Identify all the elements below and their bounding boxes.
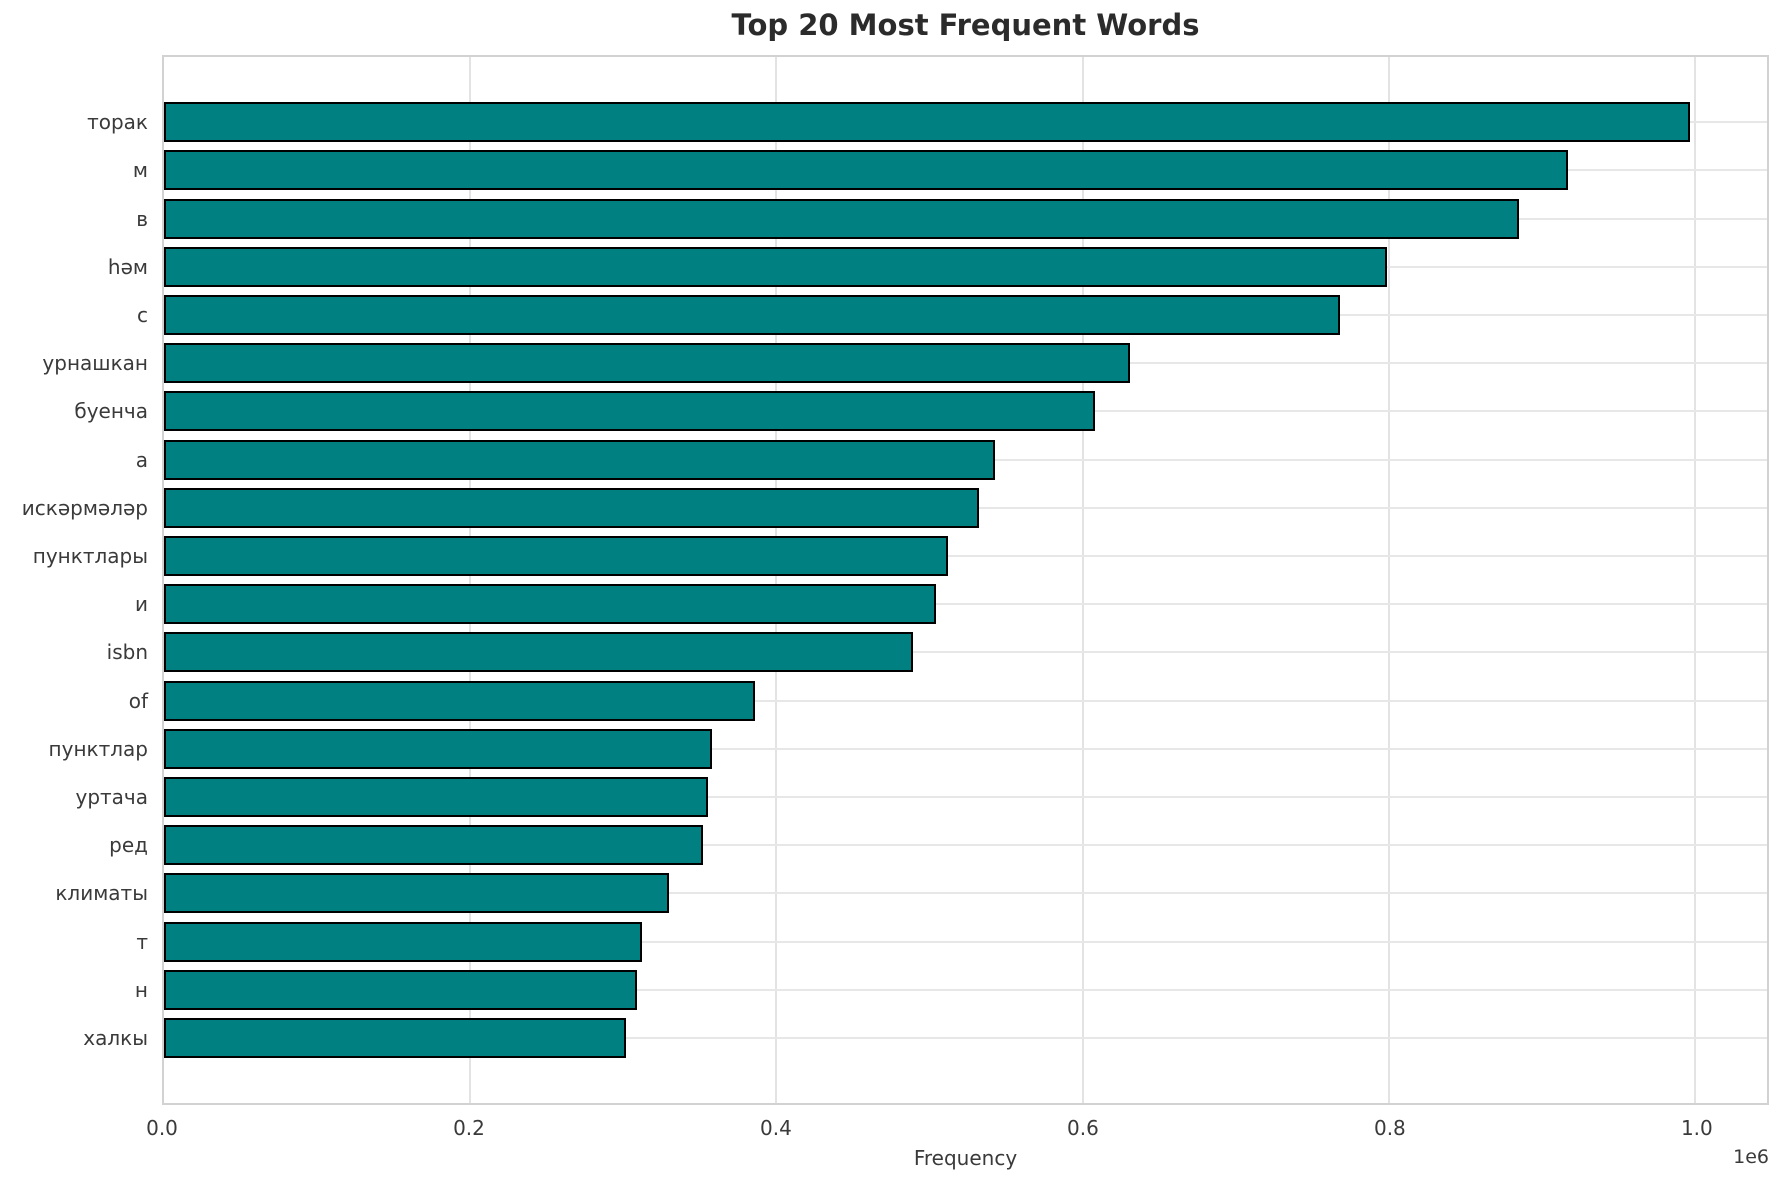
vertical-gridline <box>1387 57 1390 1103</box>
axis-offset-text: 1e6 <box>1733 1146 1769 1168</box>
horizontal-gridline <box>164 603 1767 606</box>
y-tick-label: т <box>136 929 148 954</box>
x-tick-label: 1.0 <box>1680 1116 1713 1140</box>
chart-title: Top 20 Most Frequent Words <box>731 8 1200 42</box>
bar <box>164 102 1691 143</box>
vertical-gridline <box>469 57 472 1103</box>
bar <box>164 680 755 721</box>
x-tick-label: 0.6 <box>1067 1116 1099 1140</box>
horizontal-gridline <box>164 795 1767 798</box>
y-tick-label: халкы <box>83 1025 148 1050</box>
bar <box>164 198 1519 239</box>
bar <box>164 294 1340 335</box>
vertical-gridline <box>775 57 778 1103</box>
bar <box>164 391 1095 432</box>
y-axis-labels: торак м в һәм с урнашкан буенча а искәрмәләр пунк… <box>0 55 148 1105</box>
bar <box>164 825 703 866</box>
y-tick-label: буенча <box>74 399 148 424</box>
x-tick-label: 0.2 <box>453 1116 485 1140</box>
x-tick-label: 0.0 <box>146 1116 178 1140</box>
bar <box>164 343 1131 384</box>
horizontal-gridline <box>164 554 1767 557</box>
y-tick-label: а <box>135 447 148 472</box>
horizontal-gridline <box>164 1036 1767 1039</box>
bar <box>164 150 1568 191</box>
horizontal-gridline <box>164 988 1767 991</box>
horizontal-gridline <box>164 699 1767 702</box>
y-tick-label: н <box>134 977 148 1002</box>
plot-area <box>162 55 1769 1105</box>
bar <box>164 246 1388 287</box>
y-tick-label: м <box>132 158 148 183</box>
bar <box>164 921 642 962</box>
y-tick-label: isbn <box>106 640 148 665</box>
y-tick-label: ред <box>109 833 148 858</box>
y-tick-label: климаты <box>55 881 148 906</box>
bar <box>164 487 979 528</box>
horizontal-gridline <box>164 892 1767 895</box>
y-tick-label: в <box>136 206 148 231</box>
bars-layer <box>164 57 1767 1103</box>
y-tick-label: искәрмәләр <box>21 495 148 520</box>
horizontal-gridline <box>164 747 1767 750</box>
y-tick-label: пунктлары <box>32 543 148 568</box>
x-tick-label: 0.8 <box>1373 1116 1406 1140</box>
x-tick-label: 0.4 <box>760 1116 792 1140</box>
y-tick-label: и <box>135 592 148 617</box>
bar <box>164 584 936 625</box>
y-tick-label: урнашкан <box>42 351 148 376</box>
x-axis-title: Frequency <box>913 1146 1018 1170</box>
y-tick-label: с <box>137 302 148 327</box>
y-tick-label: һәм <box>107 254 148 279</box>
x-axis-ticks: 0.0 0.2 0.4 0.6 0.8 1.0 <box>146 1116 1769 1142</box>
horizontal-gridline <box>164 844 1767 847</box>
bar <box>164 969 638 1010</box>
y-tick-label: of <box>128 688 148 713</box>
horizontal-gridline <box>164 651 1767 654</box>
bar <box>164 1017 627 1058</box>
vertical-gridline <box>1694 57 1697 1103</box>
vertical-gridline <box>1081 57 1084 1103</box>
bar <box>164 728 713 769</box>
bar <box>164 776 708 817</box>
y-tick-label: уртача <box>75 784 148 809</box>
y-tick-label: пунктлар <box>48 736 148 761</box>
bar <box>164 439 996 480</box>
bar <box>164 873 670 914</box>
bar <box>164 632 913 673</box>
horizontal-gridline <box>164 940 1767 943</box>
bar <box>164 535 948 576</box>
y-tick-label: торак <box>87 110 148 135</box>
